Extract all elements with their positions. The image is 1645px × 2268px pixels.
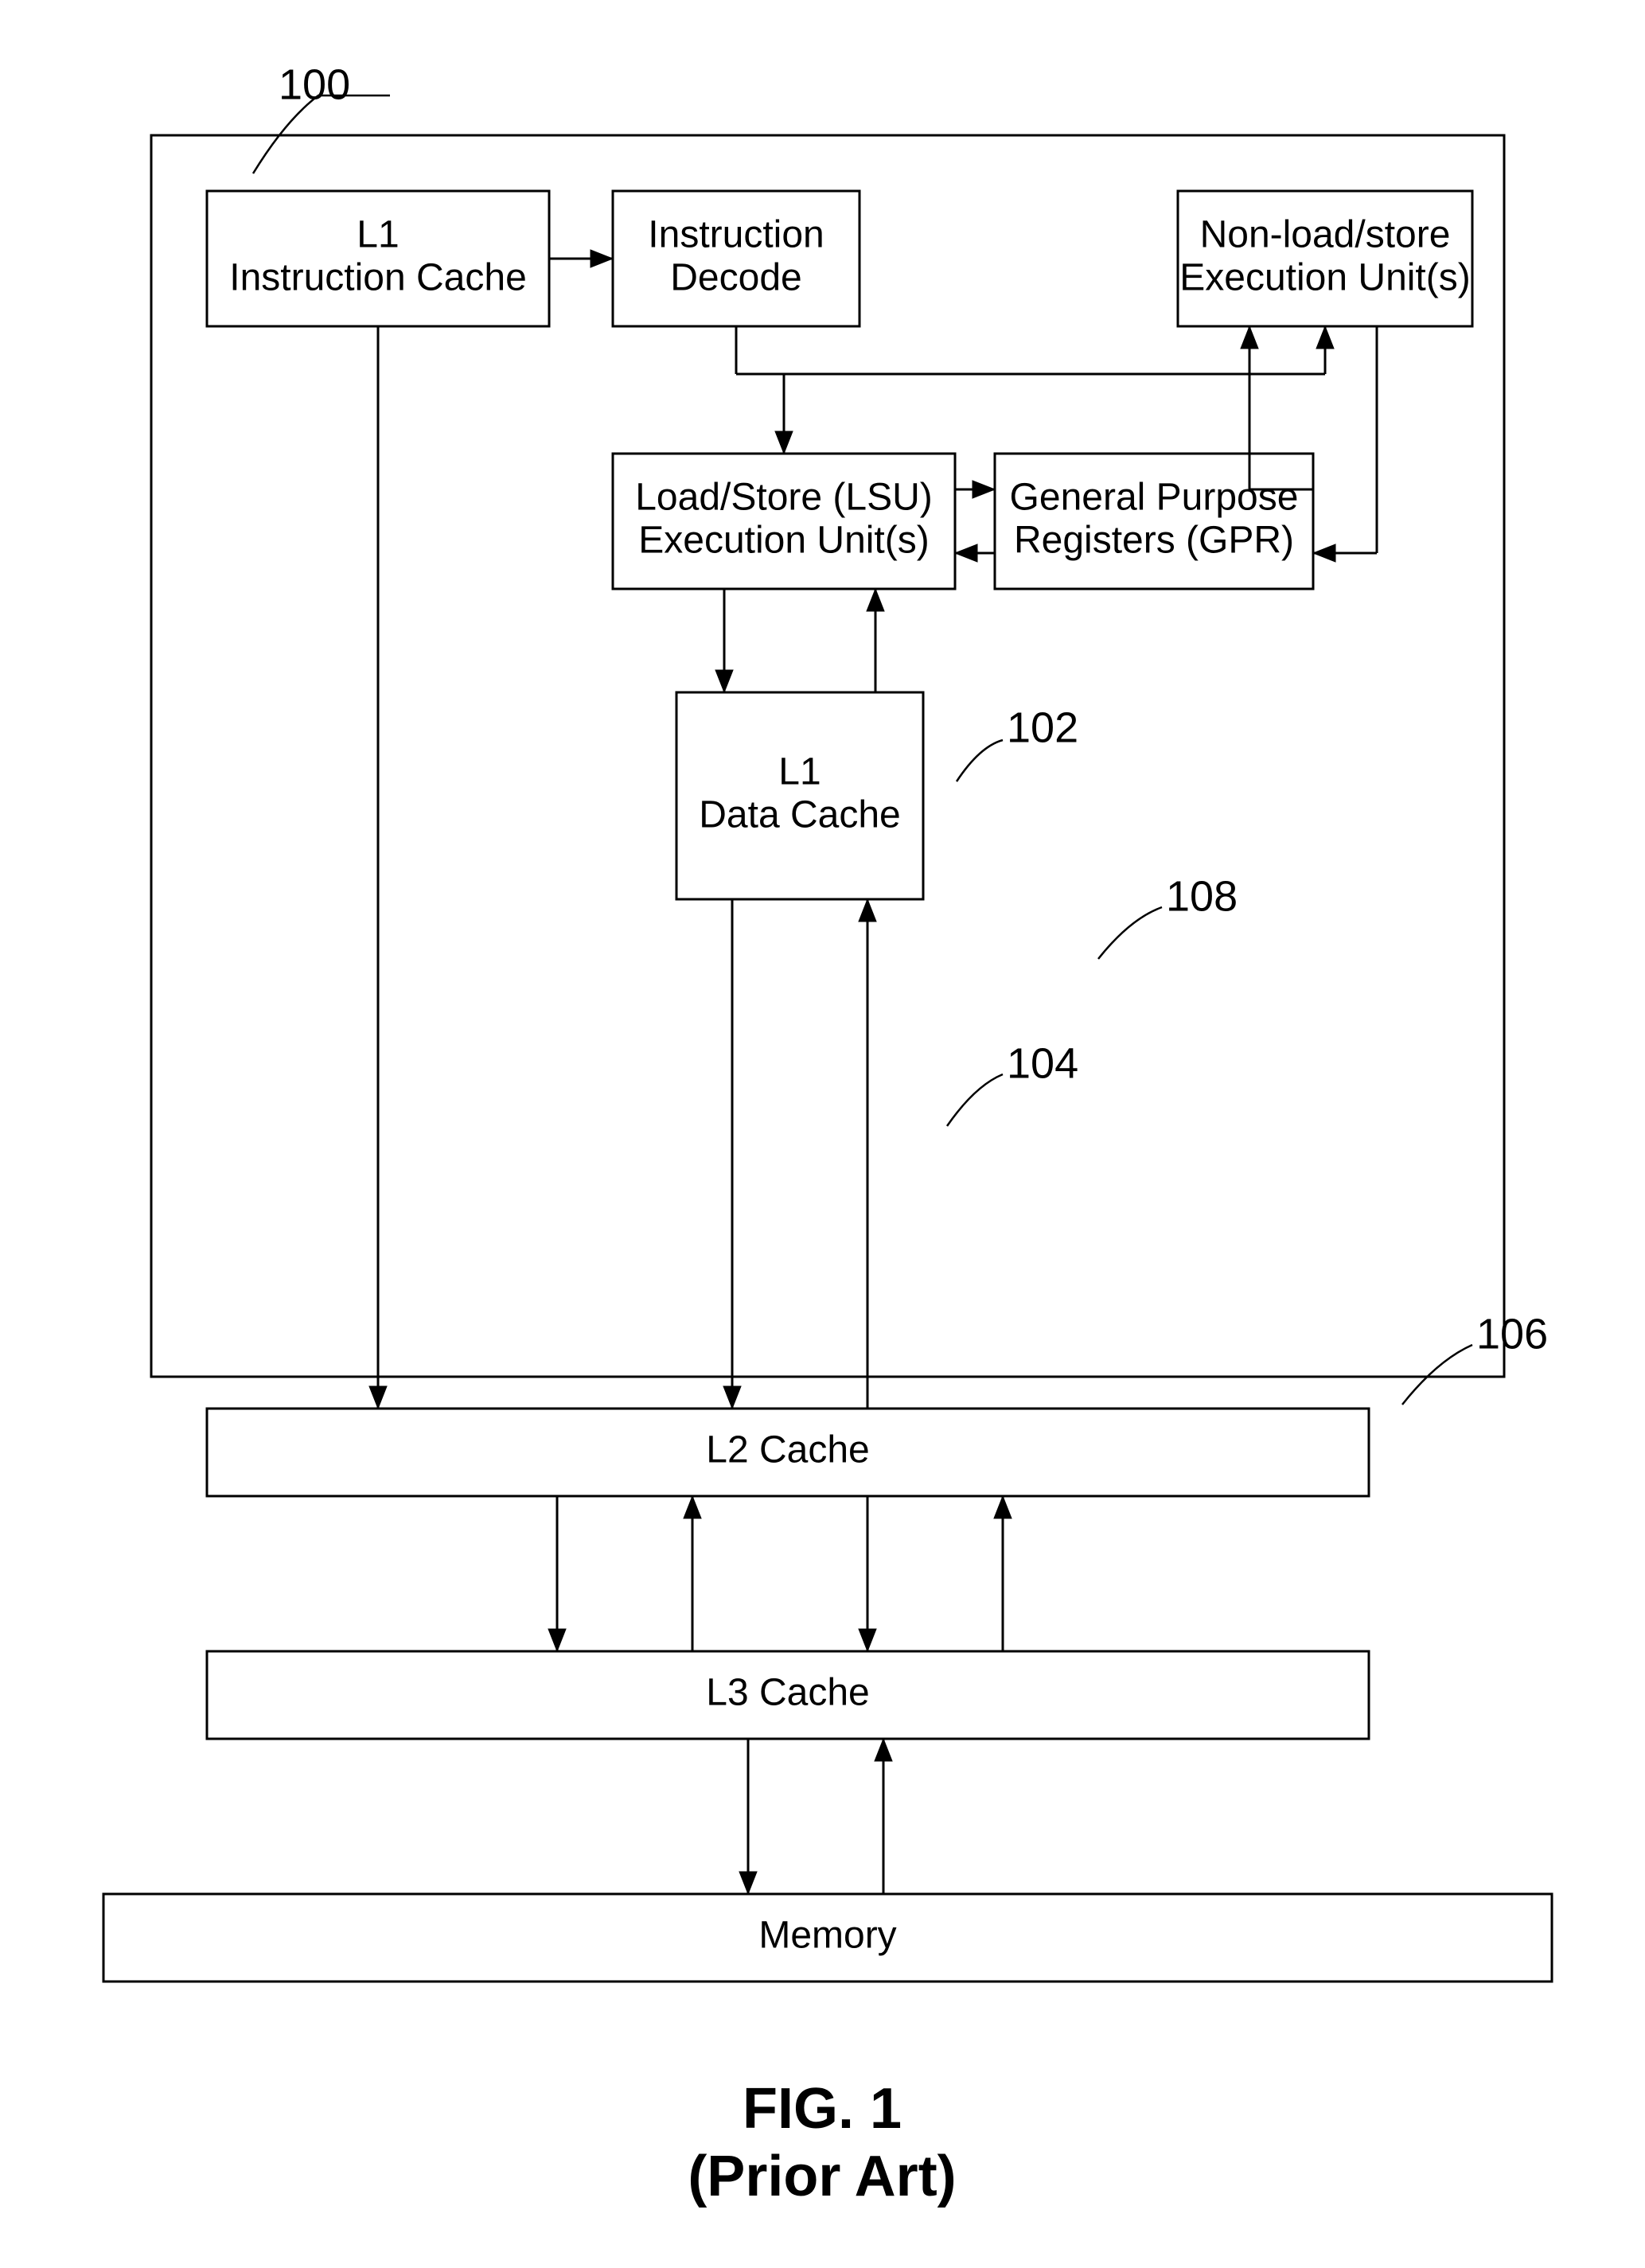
svg-text:Execution Unit(s): Execution Unit(s) <box>638 520 929 562</box>
svg-text:(Prior Art): (Prior Art) <box>688 2145 956 2208</box>
svg-text:108: 108 <box>1166 872 1238 920</box>
leader-106 <box>1402 1345 1472 1405</box>
svg-text:L1: L1 <box>778 751 821 793</box>
svg-text:Load/Store (LSU): Load/Store (LSU) <box>635 477 933 519</box>
leader-104 <box>947 1074 1003 1126</box>
svg-text:Memory: Memory <box>758 1915 896 1957</box>
svg-text:Execution Unit(s): Execution Unit(s) <box>1179 257 1470 299</box>
svg-text:102: 102 <box>1007 703 1078 751</box>
svg-text:100: 100 <box>279 60 350 108</box>
svg-text:General Purpose: General Purpose <box>1010 477 1299 519</box>
svg-text:104: 104 <box>1007 1039 1078 1087</box>
leader-102 <box>957 740 1003 781</box>
svg-text:Instruction Cache: Instruction Cache <box>229 257 527 299</box>
svg-text:FIG. 1: FIG. 1 <box>743 2077 902 2141</box>
svg-text:L3 Cache: L3 Cache <box>706 1672 869 1714</box>
svg-text:Instruction: Instruction <box>648 214 824 256</box>
svg-text:Decode: Decode <box>670 257 801 299</box>
diagram-svg: L1Instruction CacheInstructionDecodeLoad… <box>0 0 1645 2268</box>
svg-text:Data Cache: Data Cache <box>699 794 900 836</box>
svg-text:Registers (GPR): Registers (GPR) <box>1014 520 1294 562</box>
svg-text:L2 Cache: L2 Cache <box>706 1429 869 1471</box>
leader-108 <box>1098 907 1162 959</box>
svg-text:Non-load/store: Non-load/store <box>1200 214 1451 256</box>
svg-text:L1: L1 <box>357 214 399 256</box>
svg-text:106: 106 <box>1476 1310 1548 1358</box>
